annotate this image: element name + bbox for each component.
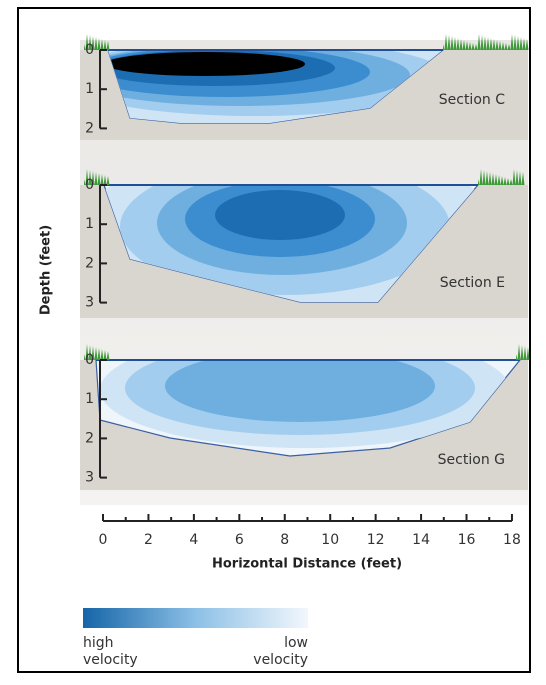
legend-low: low bbox=[284, 635, 308, 651]
x-tick-label: 14 bbox=[412, 532, 430, 548]
depth-tick-label: 0 bbox=[85, 352, 94, 368]
grass bbox=[84, 344, 110, 360]
depth-tick-label: 0 bbox=[85, 177, 94, 193]
velocity-contours bbox=[104, 185, 478, 302]
velocity-zone bbox=[165, 360, 435, 422]
x-tick-label: 12 bbox=[367, 532, 385, 548]
velocity-zone bbox=[215, 190, 345, 240]
section-label: Section G bbox=[438, 452, 505, 468]
depth-tick-label: 1 bbox=[85, 81, 94, 97]
x-tick-label: 6 bbox=[235, 532, 244, 548]
section-label: Section C bbox=[439, 92, 505, 108]
depth-tick-label: 2 bbox=[85, 255, 94, 271]
grass bbox=[443, 34, 529, 50]
x-tick-label: 4 bbox=[189, 532, 198, 548]
x-axis-label: Horizontal Distance (feet) bbox=[212, 557, 402, 572]
legend-bar bbox=[83, 608, 308, 628]
depth-tick-label: 2 bbox=[85, 120, 94, 136]
depth-tick-label: 0 bbox=[85, 42, 94, 58]
y-axis-label: Depth (feet) bbox=[39, 225, 54, 315]
grass bbox=[516, 344, 530, 360]
legend-high: velocity bbox=[83, 652, 138, 668]
depth-tick-label: 3 bbox=[85, 295, 94, 311]
velocity-contours bbox=[108, 50, 443, 123]
x-tick-label: 18 bbox=[503, 532, 521, 548]
depth-tick-label: 1 bbox=[85, 216, 94, 232]
velocity-zone bbox=[108, 52, 305, 76]
depth-tick-label: 2 bbox=[85, 430, 94, 446]
x-tick-label: 2 bbox=[144, 532, 153, 548]
x-tick-label: 0 bbox=[99, 532, 108, 548]
x-tick-label: 16 bbox=[458, 532, 476, 548]
grass bbox=[84, 169, 110, 185]
legend-high: high bbox=[83, 635, 114, 651]
section-label: Section E bbox=[440, 275, 505, 291]
depth-tick-label: 1 bbox=[85, 391, 94, 407]
x-tick-label: 10 bbox=[321, 532, 339, 548]
grass bbox=[478, 169, 525, 185]
x-tick-label: 8 bbox=[280, 532, 289, 548]
legend-low: velocity bbox=[253, 652, 308, 668]
grass bbox=[84, 34, 110, 50]
depth-tick-label: 3 bbox=[85, 470, 94, 486]
